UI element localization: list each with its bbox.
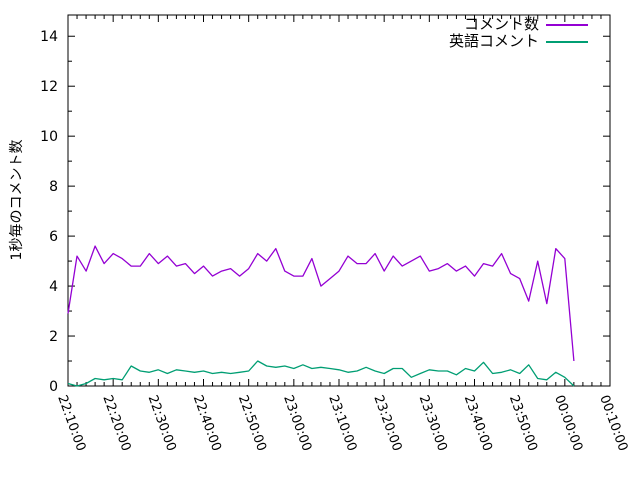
y-tick-label: 4 xyxy=(49,279,58,295)
series-line-comments xyxy=(67,245,575,362)
legend: コメント数 英語コメント xyxy=(449,16,588,50)
x-tick-label: 00:10:00 xyxy=(596,393,630,453)
x-tick-label: 23:10:00 xyxy=(325,393,359,453)
y-tick-label: 8 xyxy=(49,179,58,195)
x-tick-label: 23:30:00 xyxy=(416,393,450,453)
x-tick-label: 22:30:00 xyxy=(145,393,179,453)
y-tick-label: 10 xyxy=(40,129,58,145)
legend-line-sample-comments xyxy=(546,23,588,26)
y-tick-label: 14 xyxy=(40,29,58,45)
x-tick-label: 22:10:00 xyxy=(54,393,88,453)
x-tick-label: 23:00:00 xyxy=(280,393,314,453)
legend-line-sample-english-comments xyxy=(546,40,588,43)
series-line-english-comments xyxy=(67,360,575,387)
x-tick-label: 22:50:00 xyxy=(235,393,269,453)
plot-border xyxy=(67,14,611,387)
x-tick-label: 23:50:00 xyxy=(506,393,540,453)
x-tick-label: 00:00:00 xyxy=(551,393,585,453)
legend-label-english-comments: 英語コメント xyxy=(448,32,539,50)
legend-entry-comments: コメント数 xyxy=(449,16,588,33)
y-tick-label: 12 xyxy=(40,79,58,95)
y-axis-title: 1秒毎のコメント数 xyxy=(9,139,25,261)
x-tick-label: 23:20:00 xyxy=(370,393,404,453)
x-tick-label: 23:40:00 xyxy=(461,393,495,453)
y-tick-label: 0 xyxy=(49,379,58,395)
legend-label-comments: コメント数 xyxy=(463,15,539,33)
x-tick-label: 22:20:00 xyxy=(99,393,133,453)
legend-entry-english-comments: 英語コメント xyxy=(449,33,588,50)
y-tick-label: 2 xyxy=(49,329,58,345)
y-tick-label: 6 xyxy=(49,229,58,245)
x-tick-label: 22:40:00 xyxy=(190,393,224,453)
